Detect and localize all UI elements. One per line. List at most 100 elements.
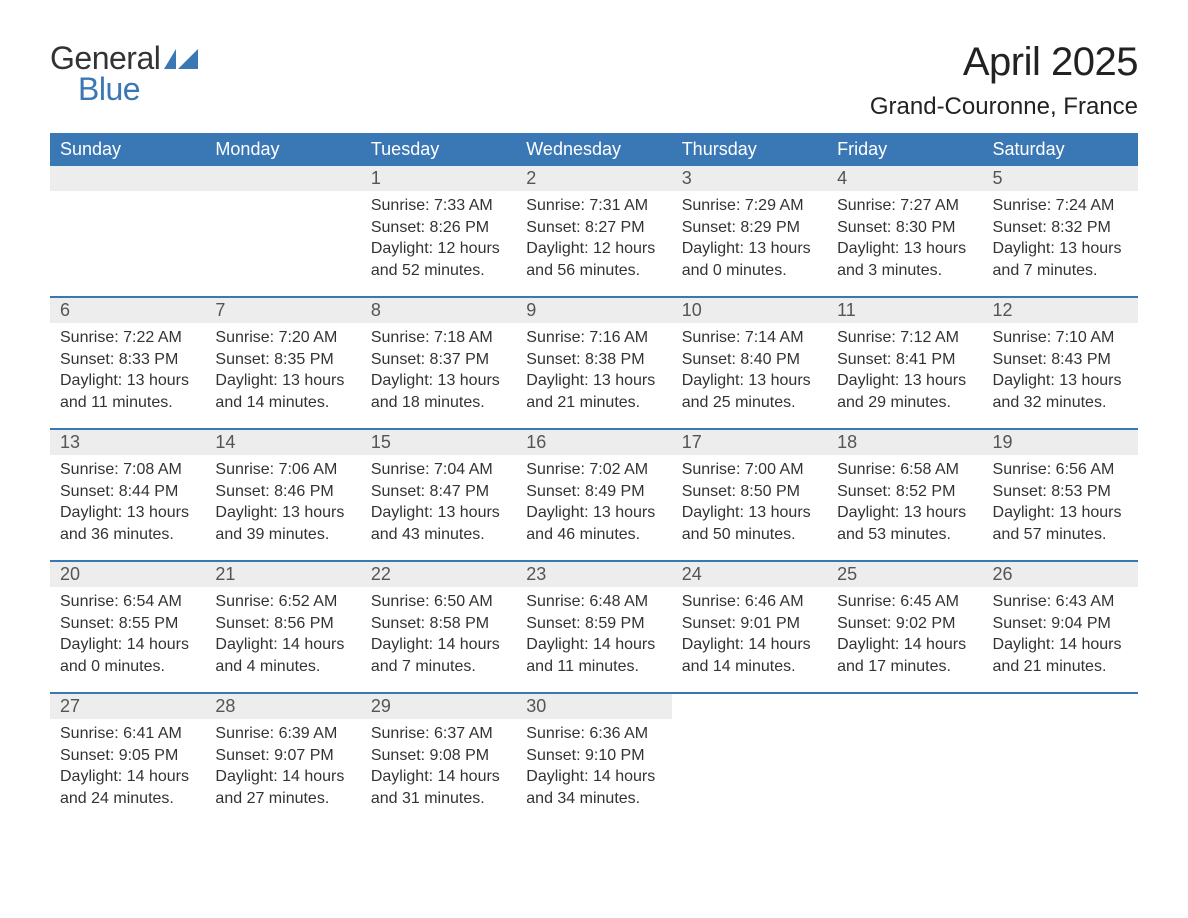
calendar-cell: 1Sunrise: 7:33 AMSunset: 8:26 PMDaylight… (361, 166, 516, 296)
daylight-line: Daylight: 13 hours and 53 minutes. (837, 502, 972, 545)
calendar-day-number: 9 (516, 298, 671, 323)
sunrise-line: Sunrise: 6:36 AM (526, 723, 661, 745)
sunset-line: Sunset: 8:52 PM (837, 481, 972, 503)
calendar-cell: 4Sunrise: 7:27 AMSunset: 8:30 PMDaylight… (827, 166, 982, 296)
sunset-line: Sunset: 9:10 PM (526, 745, 661, 767)
calendar-day-content: Sunrise: 7:16 AMSunset: 8:38 PMDaylight:… (516, 323, 671, 423)
calendar-header-cell: Monday (205, 133, 360, 166)
calendar-cell: 12Sunrise: 7:10 AMSunset: 8:43 PMDayligh… (983, 298, 1138, 428)
calendar-cell: . (983, 694, 1138, 824)
daylight-line: Daylight: 13 hours and 18 minutes. (371, 370, 506, 413)
calendar-day-content (205, 191, 360, 205)
calendar-day-number: 2 (516, 166, 671, 191)
sunrise-line: Sunrise: 7:22 AM (60, 327, 195, 349)
daylight-line: Daylight: 14 hours and 31 minutes. (371, 766, 506, 809)
sunrise-line: Sunrise: 7:08 AM (60, 459, 195, 481)
calendar-header-cell: Saturday (983, 133, 1138, 166)
calendar-day-content: Sunrise: 7:24 AMSunset: 8:32 PMDaylight:… (983, 191, 1138, 291)
calendar-day-number: 11 (827, 298, 982, 323)
sunset-line: Sunset: 8:32 PM (993, 217, 1128, 239)
daylight-line: Daylight: 14 hours and 4 minutes. (215, 634, 350, 677)
daylight-line: Daylight: 14 hours and 27 minutes. (215, 766, 350, 809)
calendar-cell: . (205, 166, 360, 296)
daylight-line: Daylight: 13 hours and 0 minutes. (682, 238, 817, 281)
sunset-line: Sunset: 8:46 PM (215, 481, 350, 503)
logo: General Blue (50, 40, 198, 108)
daylight-line: Daylight: 13 hours and 14 minutes. (215, 370, 350, 413)
sunset-line: Sunset: 8:49 PM (526, 481, 661, 503)
calendar-cell: 20Sunrise: 6:54 AMSunset: 8:55 PMDayligh… (50, 562, 205, 692)
calendar-week: ..1Sunrise: 7:33 AMSunset: 8:26 PMDaylig… (50, 166, 1138, 296)
logo-mark-icon (164, 49, 198, 74)
calendar-day-content: Sunrise: 7:29 AMSunset: 8:29 PMDaylight:… (672, 191, 827, 291)
sunset-line: Sunset: 9:04 PM (993, 613, 1128, 635)
sunset-line: Sunset: 8:53 PM (993, 481, 1128, 503)
calendar-cell: 8Sunrise: 7:18 AMSunset: 8:37 PMDaylight… (361, 298, 516, 428)
page-title: April 2025 (870, 40, 1138, 85)
sunset-line: Sunset: 9:01 PM (682, 613, 817, 635)
calendar-day-number: 13 (50, 430, 205, 455)
calendar-day-content: Sunrise: 6:48 AMSunset: 8:59 PMDaylight:… (516, 587, 671, 687)
sunrise-line: Sunrise: 7:12 AM (837, 327, 972, 349)
sunrise-line: Sunrise: 7:04 AM (371, 459, 506, 481)
calendar-cell: 5Sunrise: 7:24 AMSunset: 8:32 PMDaylight… (983, 166, 1138, 296)
calendar-week: 27Sunrise: 6:41 AMSunset: 9:05 PMDayligh… (50, 692, 1138, 824)
daylight-line: Daylight: 14 hours and 17 minutes. (837, 634, 972, 677)
location-subtitle: Grand-Couronne, France (870, 93, 1138, 121)
calendar-day-number: 23 (516, 562, 671, 587)
calendar-day-number: 3 (672, 166, 827, 191)
calendar-day-number: 7 (205, 298, 360, 323)
calendar-day-content: Sunrise: 7:27 AMSunset: 8:30 PMDaylight:… (827, 191, 982, 291)
daylight-line: Daylight: 13 hours and 32 minutes. (993, 370, 1128, 413)
calendar-header-cell: Tuesday (361, 133, 516, 166)
daylight-line: Daylight: 12 hours and 52 minutes. (371, 238, 506, 281)
daylight-line: Daylight: 13 hours and 3 minutes. (837, 238, 972, 281)
calendar-day-number: 24 (672, 562, 827, 587)
daylight-line: Daylight: 14 hours and 14 minutes. (682, 634, 817, 677)
calendar-day-content: Sunrise: 7:10 AMSunset: 8:43 PMDaylight:… (983, 323, 1138, 423)
daylight-line: Daylight: 13 hours and 46 minutes. (526, 502, 661, 545)
calendar-day-content: Sunrise: 6:58 AMSunset: 8:52 PMDaylight:… (827, 455, 982, 555)
calendar-day-number: 25 (827, 562, 982, 587)
sunrise-line: Sunrise: 6:50 AM (371, 591, 506, 613)
calendar-cell: 30Sunrise: 6:36 AMSunset: 9:10 PMDayligh… (516, 694, 671, 824)
calendar-header-cell: Wednesday (516, 133, 671, 166)
daylight-line: Daylight: 14 hours and 11 minutes. (526, 634, 661, 677)
calendar-day-content (827, 719, 982, 733)
calendar-cell: 23Sunrise: 6:48 AMSunset: 8:59 PMDayligh… (516, 562, 671, 692)
calendar-cell: 15Sunrise: 7:04 AMSunset: 8:47 PMDayligh… (361, 430, 516, 560)
calendar-day-number: 16 (516, 430, 671, 455)
calendar-week: 20Sunrise: 6:54 AMSunset: 8:55 PMDayligh… (50, 560, 1138, 692)
calendar-cell: . (50, 166, 205, 296)
calendar-cell: 26Sunrise: 6:43 AMSunset: 9:04 PMDayligh… (983, 562, 1138, 692)
calendar-day-number: 19 (983, 430, 1138, 455)
calendar-cell: 29Sunrise: 6:37 AMSunset: 9:08 PMDayligh… (361, 694, 516, 824)
calendar-day-number: 18 (827, 430, 982, 455)
calendar-cell: 18Sunrise: 6:58 AMSunset: 8:52 PMDayligh… (827, 430, 982, 560)
sunrise-line: Sunrise: 6:52 AM (215, 591, 350, 613)
calendar-day-content: Sunrise: 7:31 AMSunset: 8:27 PMDaylight:… (516, 191, 671, 291)
daylight-line: Daylight: 13 hours and 25 minutes. (682, 370, 817, 413)
sunrise-line: Sunrise: 7:16 AM (526, 327, 661, 349)
sunrise-line: Sunrise: 7:00 AM (682, 459, 817, 481)
calendar-cell: 2Sunrise: 7:31 AMSunset: 8:27 PMDaylight… (516, 166, 671, 296)
sunrise-line: Sunrise: 7:14 AM (682, 327, 817, 349)
sunrise-line: Sunrise: 7:29 AM (682, 195, 817, 217)
sunrise-line: Sunrise: 6:48 AM (526, 591, 661, 613)
calendar-header-cell: Sunday (50, 133, 205, 166)
daylight-line: Daylight: 13 hours and 11 minutes. (60, 370, 195, 413)
calendar-day-number: 26 (983, 562, 1138, 587)
calendar-day-content: Sunrise: 7:08 AMSunset: 8:44 PMDaylight:… (50, 455, 205, 555)
calendar-day-content: Sunrise: 6:45 AMSunset: 9:02 PMDaylight:… (827, 587, 982, 687)
calendar-day-content: Sunrise: 7:04 AMSunset: 8:47 PMDaylight:… (361, 455, 516, 555)
calendar-cell: 28Sunrise: 6:39 AMSunset: 9:07 PMDayligh… (205, 694, 360, 824)
sunrise-line: Sunrise: 6:58 AM (837, 459, 972, 481)
calendar-day-content: Sunrise: 7:20 AMSunset: 8:35 PMDaylight:… (205, 323, 360, 423)
daylight-line: Daylight: 14 hours and 34 minutes. (526, 766, 661, 809)
calendar-day-content: Sunrise: 7:00 AMSunset: 8:50 PMDaylight:… (672, 455, 827, 555)
sunrise-line: Sunrise: 7:27 AM (837, 195, 972, 217)
calendar-week: 13Sunrise: 7:08 AMSunset: 8:44 PMDayligh… (50, 428, 1138, 560)
calendar-day-number: 10 (672, 298, 827, 323)
calendar-day-content: Sunrise: 6:39 AMSunset: 9:07 PMDaylight:… (205, 719, 360, 819)
calendar-header-row: SundayMondayTuesdayWednesdayThursdayFrid… (50, 133, 1138, 166)
